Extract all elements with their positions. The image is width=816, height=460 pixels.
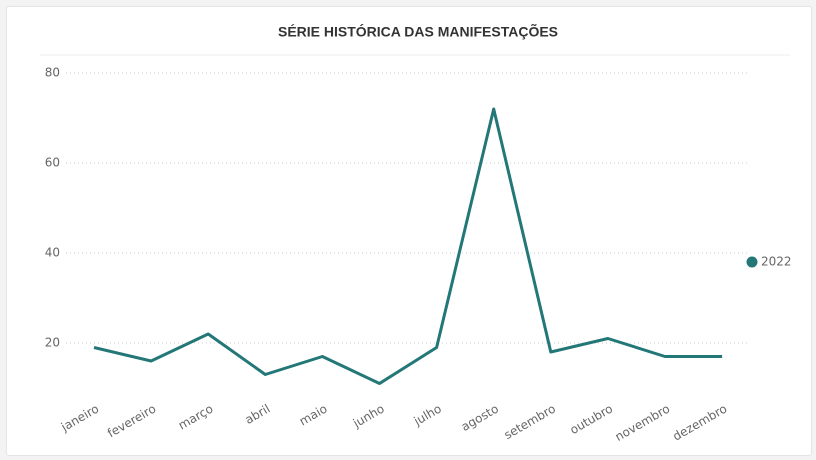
legend-marker xyxy=(746,256,758,268)
y-tick-label: 60 xyxy=(45,156,60,170)
line xyxy=(93,107,723,385)
y-tick-label: 40 xyxy=(45,246,60,260)
x-tick-label: agosto xyxy=(459,402,501,434)
x-tick-label: junho xyxy=(350,402,387,431)
x-tick-label: outubro xyxy=(568,402,616,438)
x-tick-label: julho xyxy=(411,402,444,429)
x-tick-label: abril xyxy=(243,402,273,427)
x-tick-label: dezembro xyxy=(670,402,729,444)
y-tick-label: 20 xyxy=(45,336,60,350)
chart-title: SÉRIE HISTÓRICA DAS MANIFESTAÇÕES xyxy=(278,23,558,40)
y-tick-label: 80 xyxy=(45,66,60,80)
x-tick-label: fevereiro xyxy=(105,402,158,441)
x-tick-label: maio xyxy=(297,402,330,429)
x-tick-label: setembro xyxy=(502,402,558,443)
x-tick-label: novembro xyxy=(613,402,673,444)
x-tick-label: janeiro xyxy=(58,402,101,435)
x-tick-label: março xyxy=(176,402,216,433)
card xyxy=(6,6,812,456)
legend-label: 2022 xyxy=(761,255,792,269)
